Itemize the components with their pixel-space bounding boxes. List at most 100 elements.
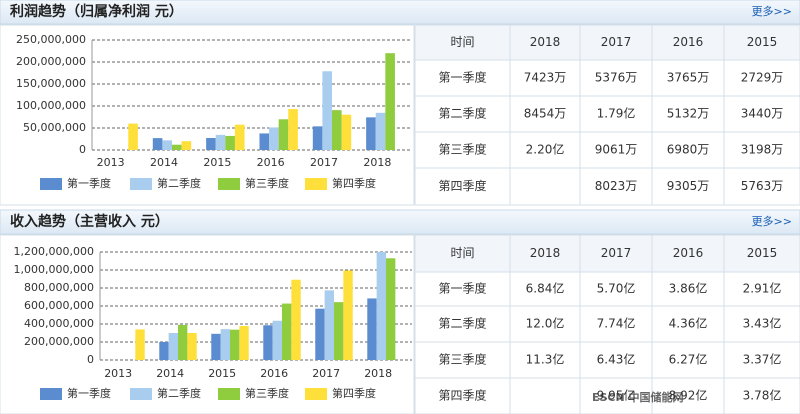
bar bbox=[178, 324, 188, 360]
legend-swatch bbox=[40, 388, 62, 400]
bar bbox=[230, 329, 240, 360]
table-cell: 9061万 bbox=[595, 143, 638, 157]
table-cell: 5.70亿 bbox=[597, 281, 636, 296]
bar bbox=[128, 123, 138, 150]
x-tick-label: 2017 bbox=[312, 367, 340, 380]
legend-label: 第三季度 bbox=[245, 176, 289, 190]
table-cell: 6.84亿 bbox=[526, 281, 565, 296]
table-cell: 6.27亿 bbox=[669, 352, 708, 367]
table-cell: 第一季度 bbox=[438, 281, 486, 296]
y-tick-label: 200,000,000 bbox=[24, 335, 94, 348]
bar bbox=[225, 135, 235, 150]
more-link[interactable]: 更多>> bbox=[752, 4, 792, 18]
more-link[interactable]: 更多>> bbox=[752, 214, 792, 228]
legend-label: 第四季度 bbox=[332, 176, 376, 190]
table-cell: 3.43亿 bbox=[743, 316, 782, 331]
table-cell: 第三季度 bbox=[438, 142, 486, 157]
bar bbox=[367, 298, 377, 360]
y-tick-label: 400,000,000 bbox=[24, 317, 94, 330]
bar bbox=[220, 329, 230, 360]
bar bbox=[263, 325, 273, 360]
bar bbox=[322, 71, 332, 150]
legend-label: 第一季度 bbox=[67, 176, 111, 190]
table-cell: 3440万 bbox=[741, 107, 784, 121]
section-header bbox=[0, 209, 800, 235]
table-header-cell: 时间 bbox=[450, 35, 474, 49]
legend-swatch bbox=[305, 178, 327, 190]
legend-label: 第一季度 bbox=[67, 386, 111, 400]
table-cell: 2729万 bbox=[741, 71, 784, 85]
table-cell: 2.20亿 bbox=[526, 142, 565, 157]
y-tick-label: 800,000,000 bbox=[24, 281, 94, 294]
table-header-cell: 时间 bbox=[450, 246, 474, 260]
bar bbox=[259, 133, 270, 150]
table-header-cell: 2016 bbox=[673, 35, 704, 49]
bar bbox=[206, 137, 216, 150]
table-cell: 11.3亿 bbox=[526, 352, 565, 367]
legend-swatch bbox=[218, 388, 240, 400]
bar bbox=[168, 333, 178, 360]
table-header-cell: 2017 bbox=[601, 246, 632, 260]
y-tick-label: 250,000,000 bbox=[16, 33, 86, 46]
bar bbox=[239, 325, 249, 360]
table-cell: 3.37亿 bbox=[743, 352, 782, 367]
section-title: 收入趋势（主营收入 元） bbox=[10, 213, 169, 230]
legend-swatch bbox=[305, 388, 327, 400]
table-cell: 3.78亿 bbox=[743, 388, 782, 403]
bar bbox=[376, 252, 386, 360]
bar bbox=[234, 124, 245, 150]
bar bbox=[272, 320, 282, 360]
table-cell: 5376万 bbox=[595, 71, 638, 85]
bar bbox=[211, 333, 221, 360]
legend-swatch bbox=[130, 178, 152, 190]
y-tick-label: 200,000,000 bbox=[16, 55, 86, 68]
bar bbox=[324, 290, 334, 360]
section-header bbox=[0, 0, 800, 25]
y-tick-label: 1,000,000,000 bbox=[14, 263, 94, 276]
y-tick-label: 600,000,000 bbox=[24, 299, 94, 312]
table-cell: 3765万 bbox=[667, 71, 710, 85]
bar bbox=[312, 126, 323, 150]
bar bbox=[291, 279, 301, 360]
table-cell: 第四季度 bbox=[438, 178, 486, 193]
table-cell: 8023万 bbox=[595, 179, 638, 193]
legend-swatch bbox=[130, 388, 152, 400]
table-header-cell: 2015 bbox=[747, 35, 778, 49]
bar bbox=[385, 53, 395, 151]
y-tick-label: 0 bbox=[87, 353, 94, 366]
bar bbox=[181, 141, 192, 150]
table-cell: 5763万 bbox=[741, 179, 784, 193]
bar bbox=[332, 110, 342, 150]
bar bbox=[386, 258, 396, 360]
table-header-cell: 2018 bbox=[530, 246, 561, 260]
x-tick-label: 2013 bbox=[104, 367, 132, 380]
table-cell: 2.91亿 bbox=[743, 281, 782, 296]
y-tick-label: 1,200,000,000 bbox=[14, 245, 94, 258]
bar bbox=[162, 140, 172, 150]
table-cell: 6980万 bbox=[667, 143, 710, 157]
legend-label: 第四季度 bbox=[332, 386, 376, 400]
x-tick-label: 2018 bbox=[363, 156, 391, 169]
table-cell: 7.74亿 bbox=[597, 316, 636, 331]
table-header-cell: 2016 bbox=[673, 246, 704, 260]
legend-label: 第三季度 bbox=[245, 386, 289, 400]
table-header-cell: 2017 bbox=[601, 35, 632, 49]
table-header-cell: 2018 bbox=[530, 35, 561, 49]
table-cell: 第二季度 bbox=[438, 316, 486, 331]
x-tick-label: 2015 bbox=[208, 367, 236, 380]
bar bbox=[278, 119, 289, 150]
bar bbox=[282, 303, 292, 360]
legend-swatch bbox=[218, 178, 240, 190]
bar bbox=[315, 308, 325, 360]
table-cell: 1.79亿 bbox=[597, 106, 636, 121]
legend-label: 第二季度 bbox=[157, 176, 201, 190]
table-cell: 7423万 bbox=[524, 71, 567, 85]
bar bbox=[343, 270, 353, 360]
table-cell: 6.43亿 bbox=[597, 352, 636, 367]
watermark: ESCN 中国储能网 bbox=[592, 390, 684, 404]
bar bbox=[334, 302, 344, 360]
bar bbox=[159, 342, 169, 360]
y-tick-label: 0 bbox=[79, 143, 86, 156]
legend-swatch bbox=[40, 178, 62, 190]
